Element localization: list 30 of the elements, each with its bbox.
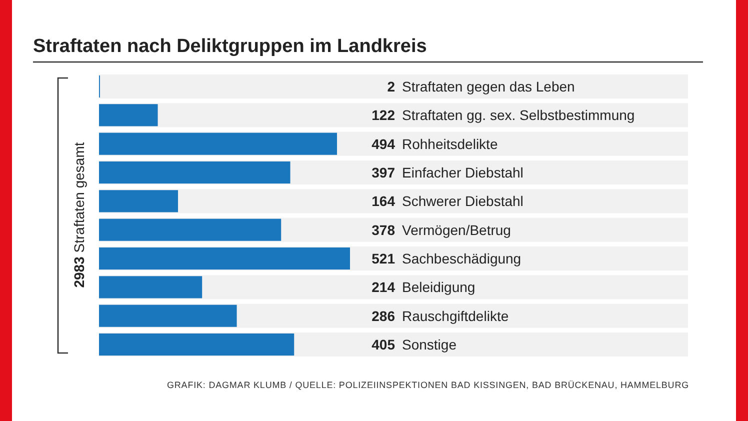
bar [99, 104, 158, 126]
y-tick-label: Rohheitsdelikte [402, 136, 498, 152]
bar [99, 333, 294, 356]
data-label: 378 [372, 222, 396, 238]
data-label: 122 [372, 107, 396, 124]
y-tick-label: Schwerer Diebstahl [402, 193, 524, 210]
data-label: 286 [372, 308, 396, 324]
y-tick-label: Sachbeschädigung [402, 250, 522, 267]
text: GRAFIK: DAGMAR KLUMB / QUELLE: POLIZEIINSPEKTIONEN BAD KISSINGEN, BAD BRÜCKENAU, HAMMELBURG [167, 380, 689, 390]
y-tick-label: Straftaten gegen das Leben [402, 78, 575, 94]
data-label: 494 [372, 136, 396, 152]
bar [99, 304, 237, 327]
bar [99, 190, 178, 212]
y-tick-label: Rauschgiftdelikte [402, 308, 509, 324]
text: 2983 Straftaten gesamt [71, 142, 87, 288]
data-label: 164 [372, 193, 396, 210]
data-label: 2 [387, 78, 396, 94]
data-label: 214 [372, 279, 396, 296]
y-tick-label: Beleidigung [402, 279, 476, 296]
y-tick-label: Einfacher Diebstahl [402, 164, 524, 180]
bar [99, 161, 290, 184]
bar [99, 276, 202, 298]
bar [99, 218, 282, 241]
data-label: 521 [372, 250, 396, 267]
y-tick-label: Straftaten gg. sex. Selbstbestimmung [402, 107, 635, 124]
chart-title: Straftaten nach Deliktgruppen im Landkreis [33, 36, 427, 57]
y-tick-label: Sonstige [402, 336, 457, 353]
y-tick-label: Vermögen/Betrug [402, 222, 511, 238]
data-label: 397 [372, 164, 396, 180]
data-label: 405 [372, 336, 396, 353]
